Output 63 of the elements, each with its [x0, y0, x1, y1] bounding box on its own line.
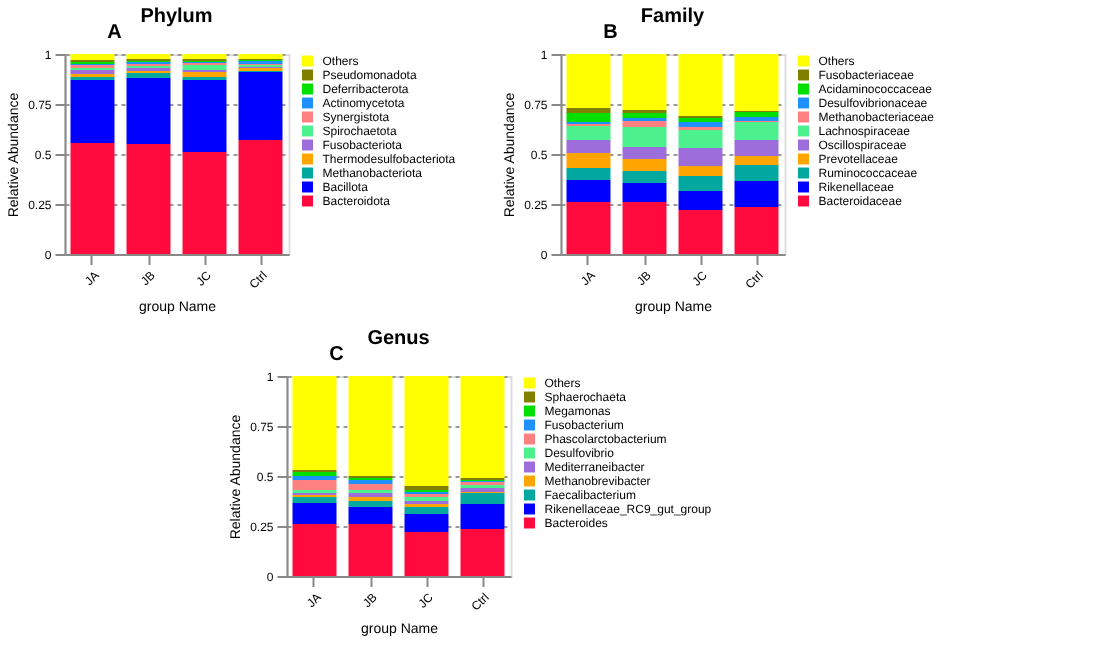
bar: [678, 176, 723, 191]
bar: [348, 376, 393, 476]
bar: [622, 121, 667, 127]
bar: [348, 484, 393, 490]
chart-title: Phylum: [140, 6, 213, 28]
bar: [678, 54, 723, 116]
bar: [566, 140, 611, 153]
text: C: [329, 344, 344, 366]
bar: [566, 54, 611, 108]
bar: [292, 503, 337, 524]
bar: [348, 501, 393, 507]
bar: [566, 113, 611, 122]
bar: [238, 72, 283, 140]
bar: [404, 532, 449, 576]
chart-title: Family: [640, 6, 706, 28]
bar: [348, 507, 393, 524]
bar: [70, 80, 115, 143]
bar: [460, 504, 505, 529]
bar: [566, 202, 611, 254]
bar: [238, 140, 283, 254]
text: B: [603, 22, 618, 44]
bar: [182, 80, 227, 152]
bar: [126, 78, 171, 144]
text: A: [107, 22, 122, 44]
bar: [622, 159, 667, 171]
bar: [404, 507, 449, 514]
bar: [460, 493, 505, 504]
bar: [678, 148, 723, 166]
bar: [678, 210, 723, 254]
bar: [566, 126, 611, 140]
bar: [678, 166, 723, 176]
bar: [566, 168, 611, 180]
bar: [734, 207, 779, 254]
bar: [348, 524, 393, 576]
bar: [734, 122, 779, 140]
bar: [566, 180, 611, 202]
bar: [126, 144, 171, 254]
bar: [292, 480, 337, 490]
bar: [404, 514, 449, 532]
bar: [292, 376, 337, 470]
bar: [292, 497, 337, 503]
bar: [734, 181, 779, 207]
bar: [734, 165, 779, 181]
bar: [460, 376, 505, 478]
bar: [622, 171, 667, 183]
chart-title: Genus: [367, 328, 431, 350]
bar: [622, 147, 667, 159]
bar: [622, 127, 667, 147]
bar: [678, 191, 723, 210]
bar: [460, 529, 505, 576]
bar: [404, 376, 449, 486]
bar: [70, 54, 115, 60]
bar: [292, 524, 337, 576]
bar: [678, 130, 723, 148]
bar: [70, 143, 115, 254]
bar: [622, 202, 667, 254]
bar: [622, 183, 667, 202]
bar: [734, 54, 779, 111]
bar: [182, 152, 227, 254]
bar: [566, 153, 611, 168]
bar: [734, 140, 779, 156]
bar: [734, 156, 779, 165]
bar: [622, 54, 667, 110]
